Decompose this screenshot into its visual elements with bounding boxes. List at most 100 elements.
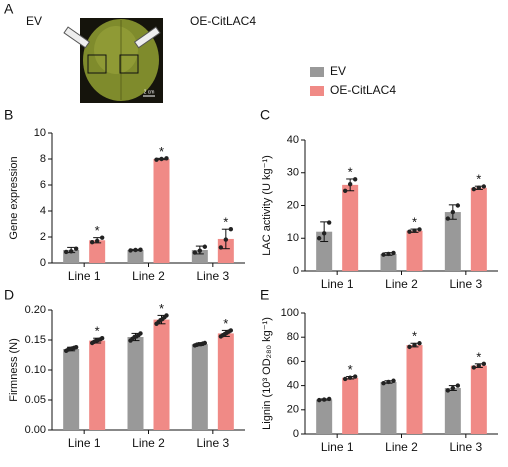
y-tick-label: 0.05 [25, 394, 46, 406]
data-point [391, 378, 396, 383]
data-point [228, 328, 234, 333]
y-axis-label: Firmness (N) [8, 338, 20, 402]
y-tick-label: 4 [40, 205, 46, 217]
x-tick-label: Line 2 [385, 277, 418, 291]
x-tick-label: Line 1 [68, 269, 101, 283]
data-point [342, 188, 348, 193]
data-point [326, 220, 332, 225]
data-point [407, 344, 412, 350]
data-point [99, 336, 105, 341]
data-point [228, 227, 234, 232]
data-point [476, 185, 482, 191]
significance-mark: * [348, 164, 353, 179]
bar [89, 240, 106, 263]
y-tick-label: 0.15 [25, 334, 46, 346]
x-tick-label: Line 3 [196, 269, 229, 283]
data-point [326, 396, 332, 402]
x-tick-label: Line 1 [321, 277, 354, 291]
y-tick-label: 40 [287, 380, 299, 392]
bar [444, 212, 461, 271]
bar [342, 184, 359, 271]
bar [127, 250, 144, 263]
data-point [316, 397, 322, 403]
bar [217, 238, 234, 263]
scale-bar: 2 cm [144, 89, 155, 95]
bar [380, 381, 397, 434]
significance-mark: * [159, 301, 164, 316]
data-point [316, 236, 322, 241]
data-point [138, 247, 143, 252]
significance-mark: * [159, 144, 164, 159]
data-point [381, 252, 386, 257]
significance-mark: * [476, 349, 481, 364]
x-tick-label: Line 3 [196, 436, 229, 450]
bar [153, 159, 170, 263]
data-point [128, 248, 133, 253]
data-point [476, 363, 482, 368]
y-tick-label: 30 [287, 167, 299, 179]
data-point [347, 182, 353, 187]
data-point [192, 250, 198, 255]
y-tick-label: 0 [293, 428, 299, 440]
legend-label: EV [330, 64, 346, 78]
data-point [164, 156, 169, 161]
data-point [481, 361, 487, 367]
bar [406, 345, 423, 434]
bar [217, 333, 234, 430]
data-point [417, 227, 422, 232]
bar [89, 340, 106, 430]
panel-label: C [260, 107, 270, 123]
data-point [450, 385, 456, 391]
bar [444, 388, 461, 434]
data-point [223, 237, 229, 242]
significance-mark: * [223, 316, 228, 331]
y-tick-label: 0.00 [25, 424, 46, 436]
bar [316, 399, 333, 434]
data-point [386, 379, 391, 385]
y-tick-label: 20 [287, 404, 299, 416]
panel-label: D [4, 287, 14, 303]
data-point [89, 240, 95, 245]
y-axis-label: Lignin (10³ OD₂₈₀ kg⁻¹) [261, 317, 273, 430]
data-point [471, 186, 477, 192]
y-tick-label: 0 [40, 257, 46, 269]
y-tick-label: 10 [34, 127, 46, 139]
significance-mark: * [95, 223, 100, 238]
significance-mark: * [95, 324, 100, 339]
data-point [202, 244, 208, 249]
significance-mark: * [412, 215, 417, 230]
y-tick-label: 20 [287, 199, 299, 211]
x-tick-label: Line 2 [132, 269, 165, 283]
data-point [352, 177, 358, 182]
bar [342, 377, 359, 434]
data-point [94, 238, 100, 244]
data-point [138, 331, 143, 336]
y-axis-label: Gene expression [8, 156, 20, 239]
bar [127, 337, 144, 430]
oe-label: OE-CitLAC4 [190, 14, 256, 28]
data-point [202, 340, 208, 346]
y-tick-label: 40 [287, 134, 299, 146]
data-point [73, 345, 79, 350]
data-point [381, 380, 386, 386]
x-tick-label: Line 2 [132, 436, 165, 450]
data-point [455, 203, 461, 208]
data-point [412, 342, 417, 348]
panel-label: B [4, 107, 13, 123]
data-point [347, 375, 353, 380]
y-tick-label: 80 [287, 331, 299, 343]
data-point [68, 249, 74, 254]
data-point [417, 341, 422, 346]
x-tick-label: Line 1 [68, 436, 101, 450]
data-point [164, 313, 169, 318]
x-tick-label: Line 1 [321, 440, 354, 454]
y-tick-label: 6 [40, 179, 46, 191]
data-point [455, 383, 461, 388]
data-point [73, 246, 79, 251]
data-point [99, 235, 105, 240]
data-point [133, 247, 138, 253]
significance-mark: * [223, 215, 228, 230]
bar [406, 230, 423, 271]
data-point [391, 250, 396, 256]
data-point [197, 248, 203, 253]
